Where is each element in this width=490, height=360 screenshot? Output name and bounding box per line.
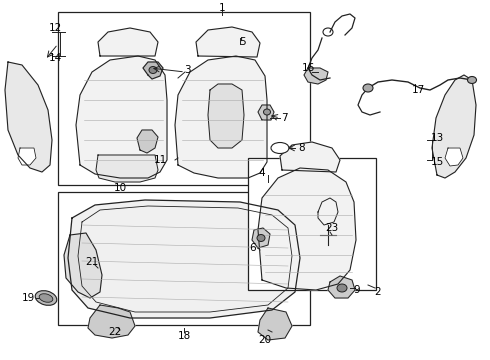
Text: 1: 1 bbox=[219, 3, 225, 13]
Polygon shape bbox=[18, 148, 36, 165]
Text: 9: 9 bbox=[354, 285, 360, 295]
Polygon shape bbox=[304, 68, 328, 84]
Polygon shape bbox=[208, 84, 244, 148]
Bar bbox=[58, 192, 310, 325]
Text: 22: 22 bbox=[108, 327, 122, 337]
Polygon shape bbox=[143, 62, 163, 79]
Text: 18: 18 bbox=[177, 331, 191, 341]
Polygon shape bbox=[252, 228, 270, 248]
Text: 15: 15 bbox=[430, 157, 443, 167]
Polygon shape bbox=[328, 276, 355, 298]
Text: 19: 19 bbox=[22, 293, 35, 303]
Polygon shape bbox=[432, 75, 476, 178]
Ellipse shape bbox=[257, 234, 265, 242]
Ellipse shape bbox=[271, 143, 289, 153]
Text: 16: 16 bbox=[301, 63, 315, 73]
Polygon shape bbox=[445, 148, 463, 166]
Polygon shape bbox=[68, 200, 300, 318]
Text: 4: 4 bbox=[259, 168, 265, 178]
Ellipse shape bbox=[264, 109, 270, 115]
Bar bbox=[58, 12, 310, 185]
Text: 23: 23 bbox=[325, 223, 339, 233]
Polygon shape bbox=[76, 56, 167, 178]
Ellipse shape bbox=[39, 294, 53, 302]
Text: 2: 2 bbox=[375, 287, 381, 297]
Polygon shape bbox=[175, 56, 267, 178]
Polygon shape bbox=[88, 305, 135, 338]
Text: 3: 3 bbox=[184, 65, 190, 75]
Polygon shape bbox=[5, 62, 52, 172]
Text: 17: 17 bbox=[412, 85, 425, 95]
Polygon shape bbox=[258, 105, 274, 120]
Text: 10: 10 bbox=[114, 183, 126, 193]
Text: 14: 14 bbox=[49, 53, 62, 63]
Text: 6: 6 bbox=[250, 243, 256, 253]
Polygon shape bbox=[98, 28, 158, 56]
Text: 7: 7 bbox=[281, 113, 287, 123]
Text: 20: 20 bbox=[258, 335, 271, 345]
Polygon shape bbox=[196, 27, 260, 57]
Polygon shape bbox=[318, 198, 338, 225]
Text: 21: 21 bbox=[85, 257, 98, 267]
Polygon shape bbox=[280, 142, 340, 172]
Bar bbox=[248, 158, 376, 290]
Ellipse shape bbox=[35, 291, 57, 305]
Polygon shape bbox=[258, 168, 356, 290]
Text: 12: 12 bbox=[49, 23, 62, 33]
Text: 13: 13 bbox=[430, 133, 443, 143]
Polygon shape bbox=[64, 233, 102, 298]
Polygon shape bbox=[258, 308, 292, 340]
Ellipse shape bbox=[467, 77, 476, 84]
Ellipse shape bbox=[149, 67, 157, 73]
Ellipse shape bbox=[363, 84, 373, 92]
Text: 11: 11 bbox=[153, 155, 167, 165]
Polygon shape bbox=[96, 155, 158, 182]
Ellipse shape bbox=[337, 284, 347, 292]
Polygon shape bbox=[137, 130, 158, 153]
Text: 5: 5 bbox=[239, 37, 245, 47]
Text: 8: 8 bbox=[299, 143, 305, 153]
